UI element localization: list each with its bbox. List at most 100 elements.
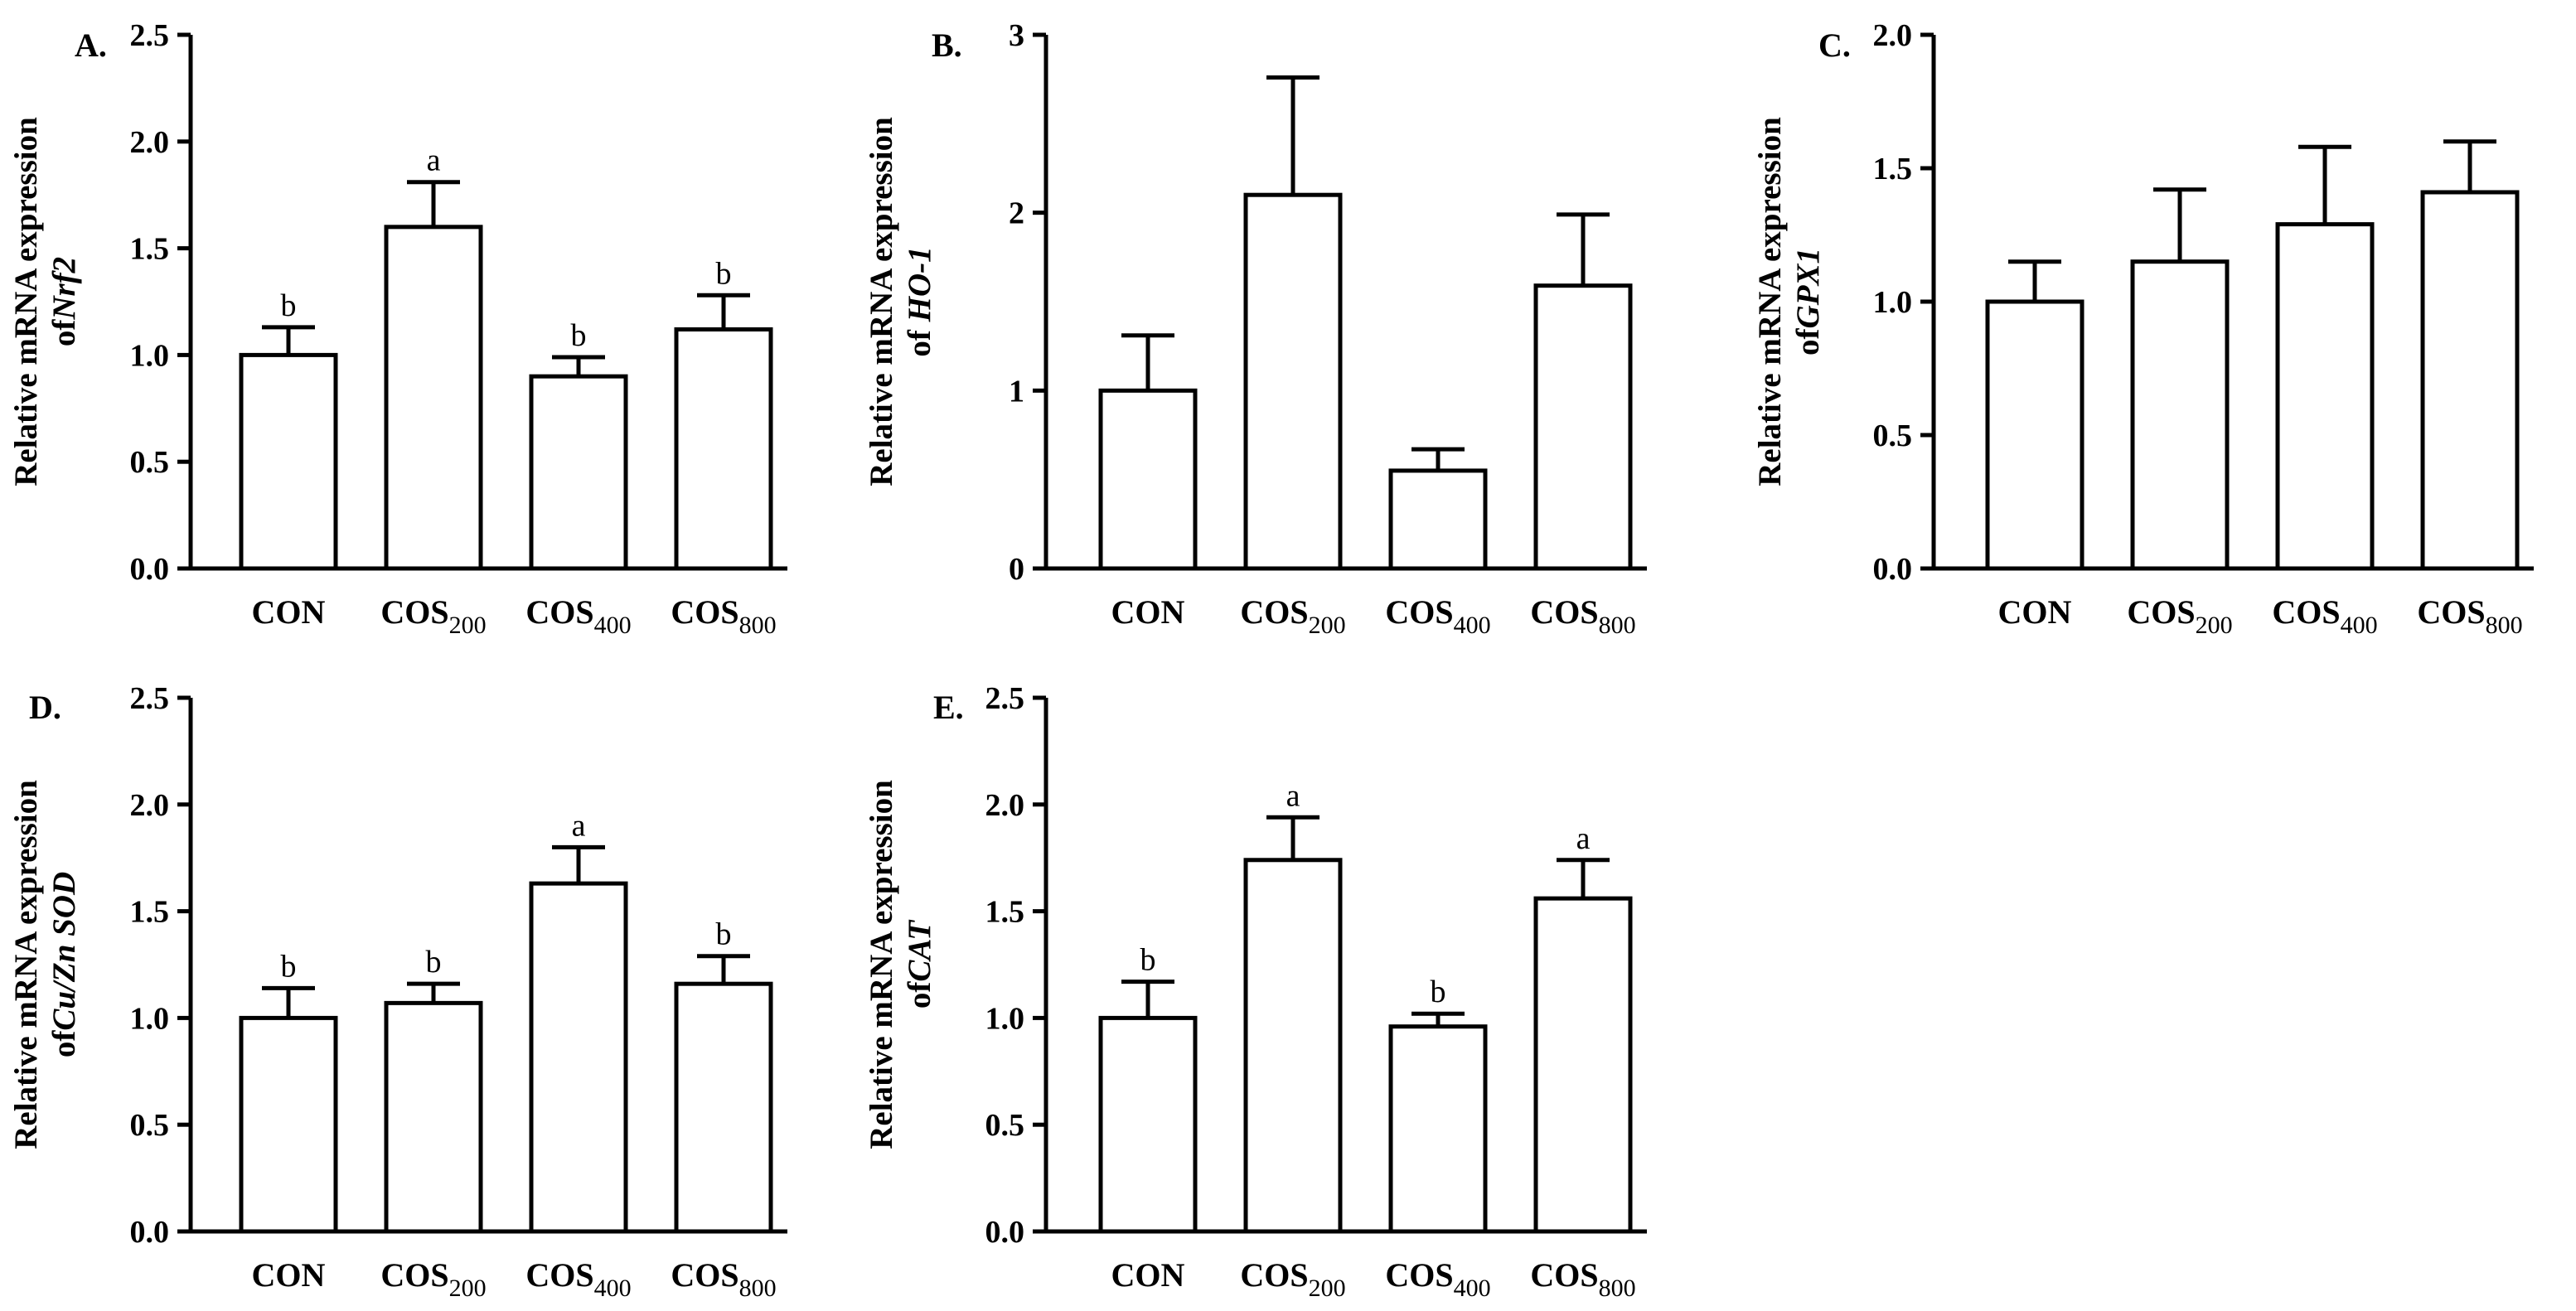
y-axis-label-gene: Nrf2 [46, 257, 82, 321]
category-label-subscript: 200 [449, 612, 487, 639]
category-label-base: COS [525, 1256, 593, 1294]
category-label-base: COS [1530, 1256, 1598, 1294]
y-tick-label: 2.5 [130, 681, 170, 716]
y-tick-label: 1.5 [130, 232, 170, 267]
y-tick-label: 2.0 [1873, 18, 1913, 53]
y-axis-label-gene: GPX1 [1790, 248, 1826, 329]
category-label-3: COS400 [1385, 593, 1490, 639]
bar-3 [1388, 468, 1488, 571]
y-tick-label: 3 [1009, 18, 1024, 53]
category-label-4: COS800 [1530, 1256, 1635, 1302]
category-label-1: CON [1998, 593, 2072, 631]
y-axis-label: Relative mRNA expressionof HO-1 [864, 117, 937, 486]
category-label-subscript: 200 [1309, 1275, 1346, 1302]
y-tick-label: 2 [1009, 196, 1024, 231]
y-tick-label: 1.0 [985, 1001, 1025, 1036]
y-tick-label: 2.5 [985, 681, 1025, 716]
category-label-subscript: 800 [739, 612, 777, 639]
bar-2 [384, 1000, 483, 1234]
chart-panel-5: 0.0 0.5 1.0 1.5 2.0 2.5 E. Relative mRNA expres… [864, 681, 1647, 1302]
y-tick-label: 0 [1009, 552, 1024, 587]
category-label-base: COS [380, 1256, 448, 1294]
panel-label: B. [932, 27, 962, 64]
y-tick-label: 0.5 [130, 445, 170, 480]
bar-3 [529, 374, 628, 571]
category-label-base: COS [1385, 593, 1453, 631]
bar-1 [239, 1015, 338, 1234]
category-label-base: CON [1998, 593, 2072, 631]
bar-2 [1243, 192, 1343, 571]
bar-1 [1098, 1015, 1198, 1234]
category-label-2: COS200 [1240, 1256, 1345, 1302]
category-label-base: COS [1240, 593, 1308, 631]
y-tick-label: 0.0 [130, 1215, 170, 1250]
chart-panel-1: 0.0 0.5 1.0 1.5 2.0 2.5 A. Relative mRNA expres… [8, 18, 787, 639]
y-axis-label: Relative mRNA expressionofGPX1 [1752, 117, 1826, 486]
y-axis-label-gene: HO-1 [902, 246, 937, 322]
significance-label-4: a [1576, 821, 1591, 856]
category-label-base: COS [380, 593, 448, 631]
category-label-base: COS [1240, 1256, 1308, 1294]
category-label-subscript: 800 [739, 1275, 777, 1302]
y-tick-label: 0.5 [130, 1108, 170, 1143]
significance-label-2: a [1286, 778, 1300, 813]
category-label-subscript: 200 [449, 1275, 487, 1302]
panel-label: C. [1818, 27, 1851, 64]
y-tick-label: 2.0 [130, 788, 170, 823]
category-label-3: COS400 [1385, 1256, 1490, 1302]
significance-label-2: a [427, 143, 441, 178]
category-label-4: COS800 [2417, 593, 2522, 639]
y-axis-label-prefix: of [902, 981, 937, 1009]
category-label-subscript: 400 [594, 1275, 632, 1302]
y-tick-label: 2.0 [130, 125, 170, 160]
bar-4 [2420, 190, 2520, 571]
y-axis-label: Relative mRNA expressionofCAT [864, 780, 937, 1149]
significance-label-1: b [281, 949, 297, 984]
y-axis-label-gene: CAT [902, 919, 937, 982]
panel-label: D. [29, 689, 61, 726]
category-label-base: COS [2272, 593, 2340, 631]
bar-4 [1533, 283, 1633, 571]
category-label-3: COS400 [525, 1256, 631, 1302]
category-label-subscript: 200 [1309, 612, 1346, 639]
y-axis-label-line1: Relative mRNA expression [864, 780, 899, 1149]
category-label-base: CON [1111, 1256, 1185, 1294]
significance-label-4: b [716, 256, 732, 291]
category-label-base: COS [525, 593, 593, 631]
chart-panel-4: 0.0 0.5 1.0 1.5 2.0 2.5 D. Relative mRNA expres… [8, 681, 787, 1302]
category-label-base: COS [1530, 593, 1598, 631]
category-label-subscript: 800 [2486, 612, 2523, 639]
category-label-2: COS200 [1240, 593, 1345, 639]
y-axis-label-line1: Relative mRNA expression [8, 780, 44, 1149]
y-tick-label: 2.0 [985, 788, 1025, 823]
y-axis-label: Relative mRNA expressionofCu/Zn SOD [8, 780, 82, 1149]
category-label-subscript: 400 [1454, 1275, 1491, 1302]
y-axis-label: Relative mRNA expressionofNrf2 [8, 117, 82, 486]
significance-label-3: b [1431, 975, 1446, 1009]
significance-label-1: b [1140, 943, 1156, 978]
y-tick-label: 0.0 [130, 552, 170, 587]
y-axis-label-prefix: of [46, 319, 82, 347]
y-tick-label: 2.5 [130, 18, 170, 53]
category-label-1: CON [1111, 593, 1185, 631]
category-label-4: COS800 [671, 593, 776, 639]
category-label-base: COS [2417, 593, 2485, 631]
y-axis-label-prefix: of [1790, 328, 1826, 356]
y-tick-label: 0.0 [1873, 552, 1913, 587]
category-label-1: CON [252, 1256, 326, 1294]
category-label-subscript: 800 [1599, 612, 1636, 639]
bar-3 [2275, 222, 2375, 571]
category-label-4: COS800 [1530, 593, 1635, 639]
significance-label-3: b [571, 318, 587, 353]
significance-label-1: b [281, 288, 297, 323]
y-axis-label-line1: Relative mRNA expression [8, 117, 44, 486]
category-label-base: CON [252, 1256, 326, 1294]
category-label-base: CON [252, 593, 326, 631]
significance-label-4: b [716, 917, 732, 952]
bar-3 [1388, 1024, 1488, 1234]
category-label-base: COS [671, 1256, 738, 1294]
y-tick-label: 0.5 [1873, 418, 1913, 453]
y-axis-label-gene: Cu/Zn SOD [46, 872, 82, 1031]
category-label-4: COS800 [671, 1256, 776, 1302]
category-label-1: CON [1111, 1256, 1185, 1294]
